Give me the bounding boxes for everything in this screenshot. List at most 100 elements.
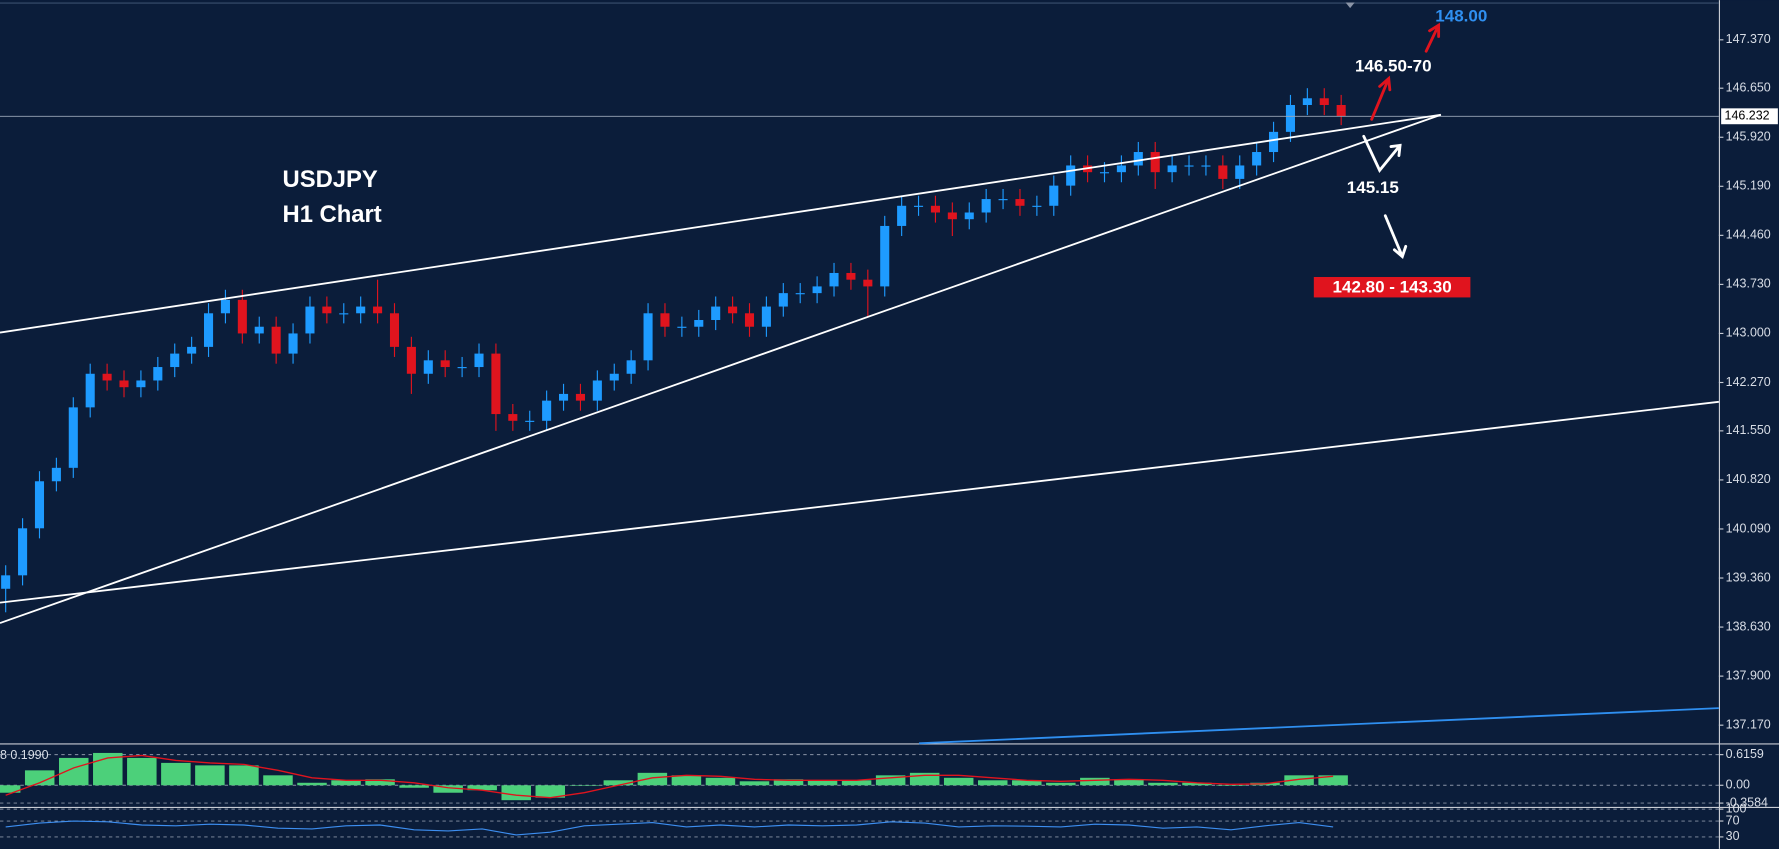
trend-line <box>0 113 1442 334</box>
candle-body <box>897 205 907 226</box>
candle-body <box>254 326 264 334</box>
y-tick-label: 137.900 <box>1726 668 1771 682</box>
macd-bar <box>943 777 974 786</box>
candle-body <box>18 528 28 576</box>
candle-body <box>744 313 755 327</box>
candle-body <box>34 481 45 529</box>
macd-bar <box>807 780 838 786</box>
macd-bar <box>671 775 702 786</box>
macd-bar <box>501 785 531 801</box>
candle-body <box>1201 165 1211 167</box>
candle-body <box>660 313 670 327</box>
candle-body <box>491 353 501 415</box>
current-price-label: 146.232 <box>1725 109 1770 123</box>
candle-body <box>559 393 569 401</box>
candle-body <box>389 313 400 347</box>
y-tick-label: 0.6159 <box>1726 747 1764 761</box>
candle-body <box>102 373 112 381</box>
candle-body <box>356 306 366 314</box>
y-tick-label: 141.550 <box>1726 423 1771 437</box>
candle-body <box>220 299 230 314</box>
candle-body <box>1184 165 1194 167</box>
y-tick-label: 146.650 <box>1726 80 1771 94</box>
candle-body <box>187 346 197 354</box>
macd-bar <box>24 770 55 786</box>
macd-bar <box>399 785 429 788</box>
macd-bar <box>875 775 906 786</box>
current-price-box <box>1721 108 1778 125</box>
candle-body <box>1150 152 1160 173</box>
candle-body <box>575 393 585 401</box>
macd-bar <box>739 781 770 786</box>
macd-bar <box>467 785 497 791</box>
candle-body <box>136 380 146 388</box>
macd-bar <box>1182 782 1212 786</box>
macd-bar <box>705 777 736 786</box>
annotation: 148.00 <box>1435 7 1487 26</box>
macd-bar <box>1148 782 1178 786</box>
candle-body <box>373 306 383 314</box>
candle-body <box>542 400 552 421</box>
macd-bar <box>1012 780 1042 786</box>
candle-body <box>119 380 129 388</box>
y-tick-label: 70 <box>1726 813 1740 827</box>
candle-body <box>1218 165 1228 179</box>
trend-line <box>918 707 1719 745</box>
candle-body <box>170 353 180 368</box>
arrow-up <box>1424 22 1441 53</box>
candle-body <box>51 467 61 482</box>
candle-body <box>203 313 214 347</box>
candle-body <box>947 212 957 220</box>
candle-body <box>1 575 11 589</box>
macd-bar <box>433 785 463 793</box>
macd-bar <box>637 772 668 786</box>
indicator-caption: 8 0.1990 <box>0 748 49 762</box>
candle-body <box>626 360 636 374</box>
annotation: 146.50-70 <box>1355 57 1432 76</box>
trend-lines <box>0 113 1719 745</box>
arrow-down <box>1383 214 1408 260</box>
candle-body <box>525 420 535 422</box>
annotation-box <box>1313 277 1471 298</box>
annotation: 145.15 <box>1347 178 1399 197</box>
y-tick-label: 145.920 <box>1726 130 1771 144</box>
y-tick-label: 139.360 <box>1726 570 1771 584</box>
signal-line <box>5 754 1334 799</box>
candle-body <box>1285 104 1295 132</box>
candle-body <box>1049 185 1059 206</box>
macd-bar <box>1046 782 1076 786</box>
macd-bar <box>1080 777 1110 786</box>
arrow-bounce <box>1362 134 1402 174</box>
candle-body <box>998 199 1008 201</box>
candle-body <box>778 293 788 307</box>
macd-bar <box>297 782 327 786</box>
candle-body <box>440 360 450 368</box>
candle-body <box>1319 98 1329 105</box>
rsi-line <box>5 820 1334 836</box>
y-tick-label: 145.190 <box>1726 179 1771 193</box>
y-tick-label: -0.3584 <box>1726 795 1768 809</box>
candle-body <box>930 205 940 213</box>
macd-bar <box>0 785 21 793</box>
candle-body <box>1032 205 1042 207</box>
candle-body <box>609 373 619 381</box>
candle-body <box>288 333 298 354</box>
candle-body <box>812 286 822 294</box>
candle-body <box>339 313 349 315</box>
macd-bar <box>841 780 872 786</box>
y-tick-label: 143.000 <box>1726 326 1771 340</box>
y-tick-label: 140.820 <box>1726 472 1771 486</box>
y-tick-label: 140.090 <box>1726 521 1771 535</box>
macd-bar <box>161 762 191 786</box>
candle-body <box>406 346 416 374</box>
candle-body <box>457 367 467 369</box>
candle-body <box>1133 152 1143 166</box>
candle-body <box>964 212 974 220</box>
candle-body <box>271 326 281 354</box>
candle-body <box>711 306 721 321</box>
trend-line <box>0 400 1719 604</box>
candle-body <box>846 272 856 280</box>
candle-body <box>795 293 805 295</box>
